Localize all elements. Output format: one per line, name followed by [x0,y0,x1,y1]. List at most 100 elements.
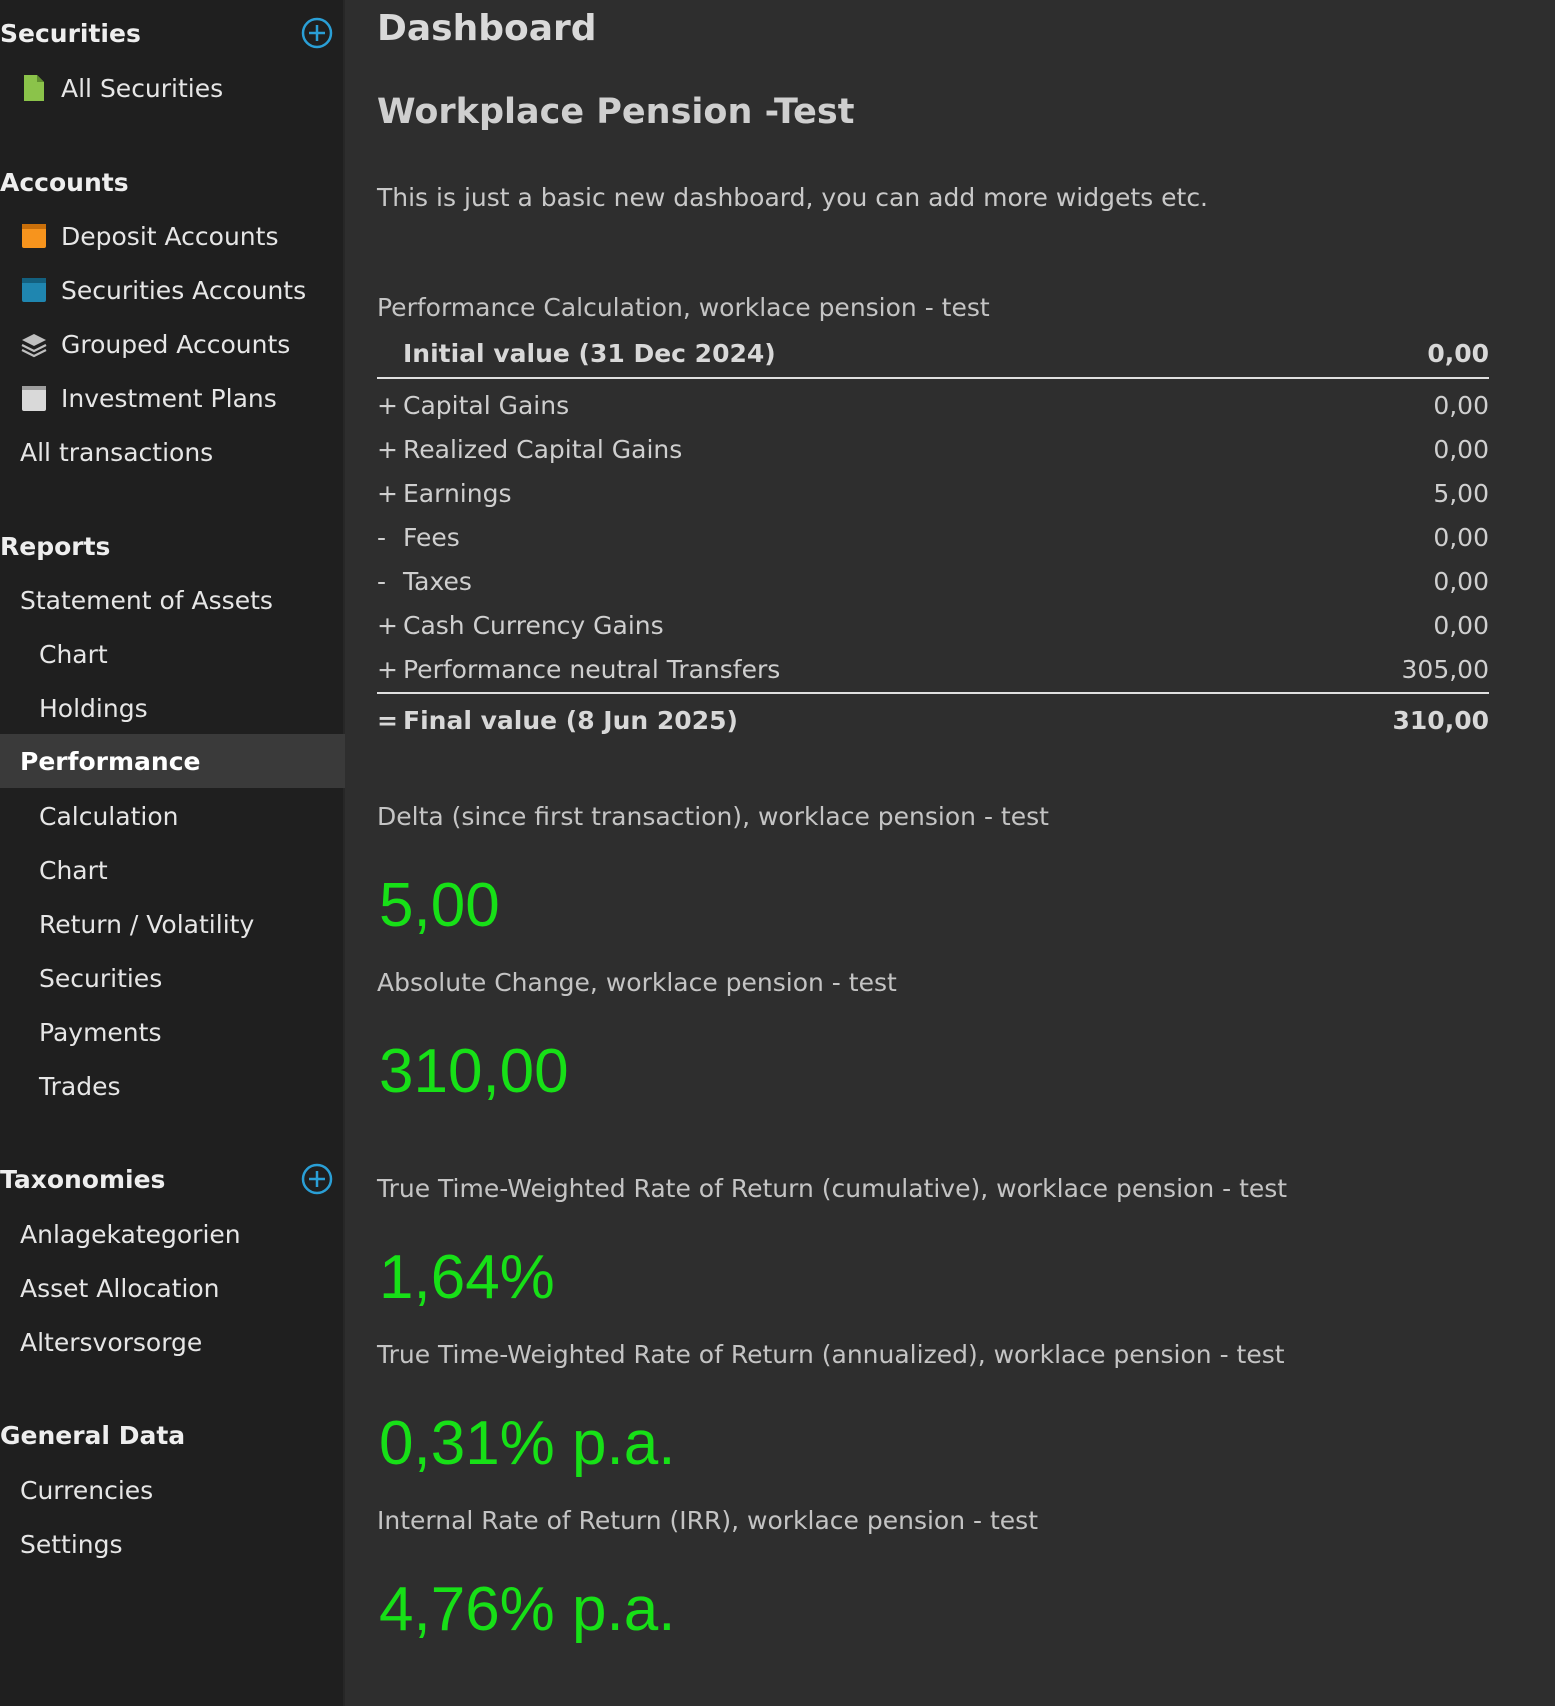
delta-value: 5,00 [379,871,500,940]
sidebar-item-label: Grouped Accounts [61,329,291,359]
final-value-row: = Final value (8 Jun 2025) 310,00 [377,700,1489,740]
row-value: 0,00 [1433,522,1489,552]
sidebar-item-calculation[interactable]: Calculation [0,790,345,842]
sidebar-item-altersvorsorge[interactable]: Altersvorsorge [0,1316,345,1368]
taxes-row: - Taxes 0,00 [377,561,1489,601]
absolute-change-title: Absolute Change, worklace pension - test [377,968,897,997]
row-operator: + [377,610,398,640]
sidebar-item-label: Securities Accounts [61,275,307,305]
row-value: 0,00 [1427,338,1489,368]
sidebar-item-trades[interactable]: Trades [0,1060,345,1112]
fees-row: - Fees 0,00 [377,517,1489,557]
section-header-general-data: General Data [0,1415,345,1455]
sidebar-item-performance-chart[interactable]: Chart [0,844,345,896]
investment-plan-icon [22,386,46,411]
section-title: Securities [0,18,141,48]
ttwror-cumulative-title: True Time-Weighted Rate of Return (cumul… [377,1174,1288,1203]
ttwror-cumulative-value: 1,64% [379,1243,555,1312]
sidebar-item-holdings[interactable]: Holdings [0,682,345,734]
section-header-taxonomies: Taxonomies [0,1159,345,1199]
row-label: Performance neutral Transfers [403,654,781,684]
dashboard-description: This is just a basic new dashboard, you … [377,183,1209,212]
page-title: Dashboard [377,8,597,49]
sidebar-item-label: Anlagekategorien [20,1219,241,1249]
row-value: 305,00 [1401,654,1489,684]
cash-currency-gains-row: + Cash Currency Gains 0,00 [377,605,1489,645]
sidebar-item-label: Payments [39,1017,162,1047]
sidebar-item-statement-of-assets[interactable]: Statement of Assets [0,574,345,626]
sidebar-item-statement-chart[interactable]: Chart [0,628,345,680]
row-operator: - [377,566,387,596]
sidebar-item-deposit-accounts[interactable]: Deposit Accounts [0,210,345,262]
sidebar-item-securities-accounts[interactable]: Securities Accounts [0,264,345,316]
row-value: 5,00 [1433,478,1489,508]
performance-calculation-title: Performance Calculation, worklace pensio… [377,293,990,322]
sidebar-item-label: All Securities [61,73,224,103]
row-label: Earnings [403,478,512,508]
sidebar-item-label: All transactions [20,437,214,467]
document-icon [24,75,44,101]
irr-value: 4,76% p.a. [379,1575,676,1644]
sidebar-item-label: Investment Plans [61,383,277,413]
section-title: Taxonomies [0,1164,166,1194]
dashboard-panel: Dashboard Workplace Pension -Test This i… [347,0,1555,1706]
row-operator: - [377,522,387,552]
sidebar-item-performance-securities[interactable]: Securities [0,952,345,1004]
sidebar-item-currencies[interactable]: Currencies [0,1464,345,1516]
sidebar-item-label: Trades [39,1071,121,1101]
sidebar-item-all-securities[interactable]: All Securities [0,62,345,114]
table-divider [377,692,1489,694]
section-header-securities: Securities [0,13,345,53]
absolute-change-value: 310,00 [379,1037,569,1106]
securities-account-icon [22,278,46,302]
table-divider [377,377,1489,379]
layers-icon [21,334,47,358]
row-value: 0,00 [1433,610,1489,640]
row-value: 310,00 [1392,705,1489,735]
section-title: General Data [0,1420,186,1450]
sidebar-item-label: Currencies [20,1475,154,1505]
sidebar-item-asset-allocation[interactable]: Asset Allocation [0,1262,345,1314]
row-label: Initial value (31 Dec 2024) [403,338,776,368]
section-header-reports: Reports [0,526,345,566]
sidebar-item-label: Securities [39,963,163,993]
sidebar-item-label: Deposit Accounts [61,221,279,251]
row-label: Fees [403,522,460,552]
row-operator: + [377,654,398,684]
realized-capital-gains-row: + Realized Capital Gains 0,00 [377,429,1489,469]
sidebar-item-label: Asset Allocation [20,1273,220,1303]
sidebar: Securities All Securities Accounts Depos… [0,0,345,1706]
ttwror-annualized-title: True Time-Weighted Rate of Return (annua… [377,1340,1285,1369]
sidebar-item-return-volatility[interactable]: Return / Volatility [0,898,345,950]
add-security-icon[interactable] [301,17,333,49]
row-value: 0,00 [1433,434,1489,464]
earnings-row: + Earnings 5,00 [377,473,1489,513]
row-label: Realized Capital Gains [403,434,683,464]
add-taxonomy-icon[interactable] [301,1163,333,1195]
delta-title: Delta (since first transaction), worklac… [377,802,1049,831]
initial-value-row: Initial value (31 Dec 2024) 0,00 [377,333,1489,373]
row-value: 0,00 [1433,390,1489,420]
ttwror-annualized-value: 0,31% p.a. [379,1409,676,1478]
performance-neutral-transfers-row: + Performance neutral Transfers 305,00 [377,649,1489,689]
row-operator: + [377,390,398,420]
sidebar-item-label: Chart [39,855,108,885]
sidebar-item-anlagekategorien[interactable]: Anlagekategorien [0,1208,345,1260]
sidebar-item-label: Calculation [39,801,179,831]
sidebar-item-label: Settings [20,1529,123,1559]
row-operator: + [377,434,398,464]
row-label: Final value (8 Jun 2025) [403,705,738,735]
row-value: 0,00 [1433,566,1489,596]
sidebar-item-payments[interactable]: Payments [0,1006,345,1058]
sidebar-item-grouped-accounts[interactable]: Grouped Accounts [0,318,345,370]
sidebar-item-investment-plans[interactable]: Investment Plans [0,372,345,424]
row-operator: + [377,478,398,508]
sidebar-item-performance[interactable]: Performance [0,734,345,788]
section-title: Reports [0,531,111,561]
sidebar-item-all-transactions[interactable]: All transactions [0,426,345,478]
sidebar-item-label: Return / Volatility [39,909,255,939]
row-label: Cash Currency Gains [403,610,664,640]
row-operator: = [377,705,398,735]
row-label: Taxes [403,566,472,596]
sidebar-item-settings[interactable]: Settings [0,1518,345,1570]
